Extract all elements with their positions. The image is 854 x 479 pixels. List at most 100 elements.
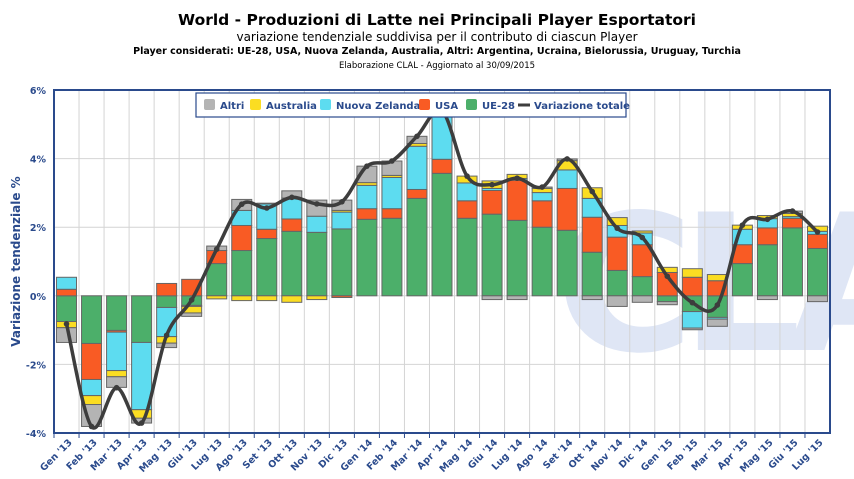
bar-segment-nuova-zelanda xyxy=(356,184,378,210)
bar-segment-ue-28 xyxy=(281,230,303,297)
bar-segment-altri xyxy=(631,295,653,303)
chart-source: Elaborazione CLAL - Aggiornato al 30/09/… xyxy=(338,61,536,71)
total-variation-point xyxy=(514,175,520,181)
bar-segment-nuova-zelanda xyxy=(456,182,478,202)
chart-note: Player considerati: UE-28, USA, Nuova Ze… xyxy=(133,46,741,57)
total-variation-point xyxy=(614,225,621,232)
y-axis-label: Variazione tendenziale % xyxy=(9,176,23,346)
bar-segment-altri xyxy=(156,342,178,349)
total-variation-point xyxy=(63,321,70,327)
total-variation-point xyxy=(814,229,821,235)
legend-label: Nuova Zelanda xyxy=(336,101,420,112)
bar-segment-ue-28 xyxy=(206,263,228,297)
total-variation-point xyxy=(289,194,295,201)
bar-segment-altri xyxy=(481,295,503,301)
bar-segment-ue-28 xyxy=(81,295,103,344)
y-tick-label: 6% xyxy=(30,86,47,97)
legend-swatch xyxy=(320,99,331,110)
bar-segment-usa xyxy=(581,216,603,253)
bar-segment-ue-28 xyxy=(431,172,453,297)
bar-segment-altri xyxy=(806,295,828,303)
bar-segment-ue-28 xyxy=(531,226,553,297)
bar-segment-ue-28 xyxy=(156,295,178,308)
chart-header: World - Produzioni di Latte nei Principa… xyxy=(0,10,854,73)
bar-segment-altri xyxy=(656,301,678,306)
legend-label: Australia xyxy=(266,101,317,112)
chart-title: World - Produzioni di Latte nei Principa… xyxy=(178,11,696,29)
bar-segment-usa xyxy=(281,218,303,232)
bar-segment-altri xyxy=(506,295,528,301)
bar-segment-ue-28 xyxy=(481,213,503,297)
bar-segment-ue-28 xyxy=(406,197,428,297)
total-variation-point xyxy=(88,423,95,430)
bar-segment-usa xyxy=(81,342,103,380)
legend-item-usa: USA xyxy=(419,99,458,112)
bar-segment-ue-28 xyxy=(131,295,153,343)
bar-segment-nuova-zelanda xyxy=(331,211,353,230)
legend-label: Altri xyxy=(220,101,244,112)
total-variation-point xyxy=(389,158,395,164)
bar-segment-ue-28 xyxy=(756,244,778,297)
bar-segment-usa xyxy=(506,179,528,221)
total-variation-point xyxy=(263,205,270,211)
legend-item-ue-28: UE-28 xyxy=(466,99,515,112)
bar-segment-ue-28 xyxy=(656,295,678,303)
bar-segment-usa xyxy=(256,228,278,240)
chart-subtitle: variazione tendenziale suddivisa per il … xyxy=(236,30,638,44)
y-tick-label: 0% xyxy=(30,292,47,303)
total-variation-point xyxy=(364,163,370,169)
total-variation-point xyxy=(689,299,696,306)
bar-segment-ue-28 xyxy=(731,263,753,297)
y-tick-label: -2% xyxy=(26,360,47,371)
bar-segment-usa xyxy=(456,200,478,219)
legend-swatch xyxy=(204,99,215,110)
total-variation-point xyxy=(564,156,570,162)
total-variation-point xyxy=(764,216,771,223)
bar-segment-australia xyxy=(681,268,703,278)
bar-segment-ue-28 xyxy=(306,231,328,297)
bar-segment-ue-28 xyxy=(456,217,478,297)
total-variation-point xyxy=(213,246,220,252)
y-tick-label: 2% xyxy=(30,223,47,234)
total-variation-point xyxy=(238,201,245,208)
legend-item-altri: Altri xyxy=(204,99,244,112)
bar-segment-usa xyxy=(431,158,453,174)
bar-segment-australia xyxy=(231,295,253,302)
bar-segment-ue-28 xyxy=(381,217,403,297)
bar-segment-altri xyxy=(681,327,703,331)
bar-segment-usa xyxy=(381,208,403,219)
bar-segment-usa xyxy=(156,282,178,297)
bar-segment-altri xyxy=(706,318,728,327)
bar-segment-ue-28 xyxy=(781,227,803,297)
bar-segment-usa xyxy=(556,187,578,231)
bar-segment-altri xyxy=(756,295,778,301)
bar-segment-nuova-zelanda xyxy=(381,176,403,210)
bar-segment-ue-28 xyxy=(331,228,353,297)
legend-swatch xyxy=(466,99,477,110)
bar-segment-ue-28 xyxy=(506,219,528,297)
y-tick-label: -4% xyxy=(26,429,47,440)
bar-segment-ue-28 xyxy=(56,295,78,323)
bar-segment-australia xyxy=(306,295,328,301)
total-variation-point xyxy=(639,234,646,241)
bar-segment-usa xyxy=(806,233,828,249)
legend: Altri Australia Nuova Zelanda USA UE-28 Varia… xyxy=(195,92,630,118)
total-variation-point xyxy=(138,420,145,426)
bar-segment-usa xyxy=(231,224,253,252)
total-variation-point xyxy=(664,273,671,280)
bar-segment-ue-28 xyxy=(631,276,653,297)
total-variation-point xyxy=(589,188,595,195)
total-variation-point xyxy=(163,332,170,339)
total-variation-point xyxy=(739,222,746,228)
bar-segment-ue-28 xyxy=(806,247,828,297)
legend-item-nuova-zelanda: Nuova Zelanda xyxy=(320,99,420,112)
total-variation-point xyxy=(714,302,721,308)
total-variation-point xyxy=(789,208,796,214)
legend-swatch xyxy=(419,99,430,110)
legend-swatch xyxy=(250,99,261,110)
bar-segment-nuova-zelanda xyxy=(531,192,553,202)
bar-segment-australia xyxy=(206,295,228,300)
y-tick-label: 4% xyxy=(30,155,47,166)
total-variation-point xyxy=(339,199,345,205)
